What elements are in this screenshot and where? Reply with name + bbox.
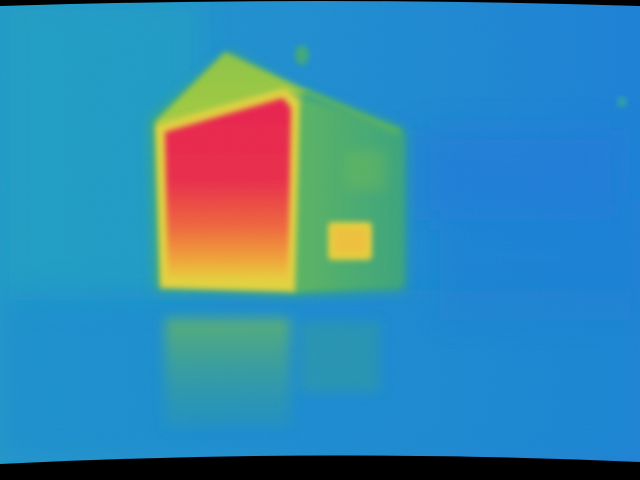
top-vignette — [0, 0, 640, 6]
bottom-vignette — [0, 455, 640, 480]
